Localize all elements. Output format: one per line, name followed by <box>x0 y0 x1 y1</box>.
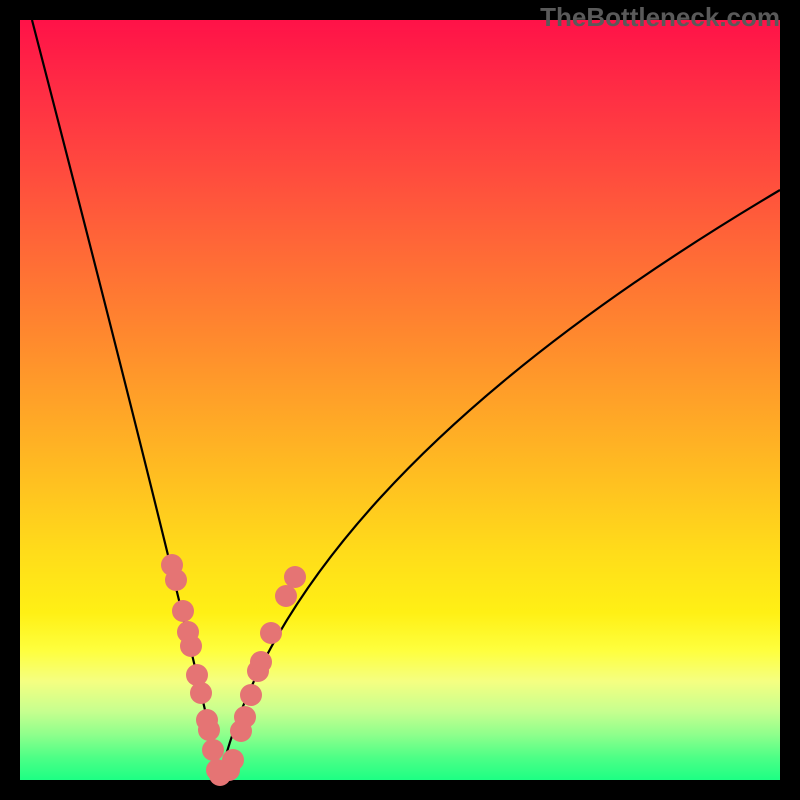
data-marker <box>284 566 306 588</box>
data-marker <box>202 739 224 761</box>
data-marker <box>222 749 244 771</box>
data-marker <box>234 706 256 728</box>
plot-background <box>20 20 780 780</box>
data-marker <box>250 651 272 673</box>
chart-container: TheBottleneck.com <box>0 0 800 800</box>
bottleneck-chart <box>0 0 800 800</box>
data-marker <box>190 682 212 704</box>
data-marker <box>198 719 220 741</box>
data-marker <box>172 600 194 622</box>
data-marker <box>165 569 187 591</box>
data-marker <box>240 684 262 706</box>
data-marker <box>260 622 282 644</box>
data-marker <box>180 635 202 657</box>
watermark-text: TheBottleneck.com <box>540 2 780 33</box>
data-marker <box>275 585 297 607</box>
